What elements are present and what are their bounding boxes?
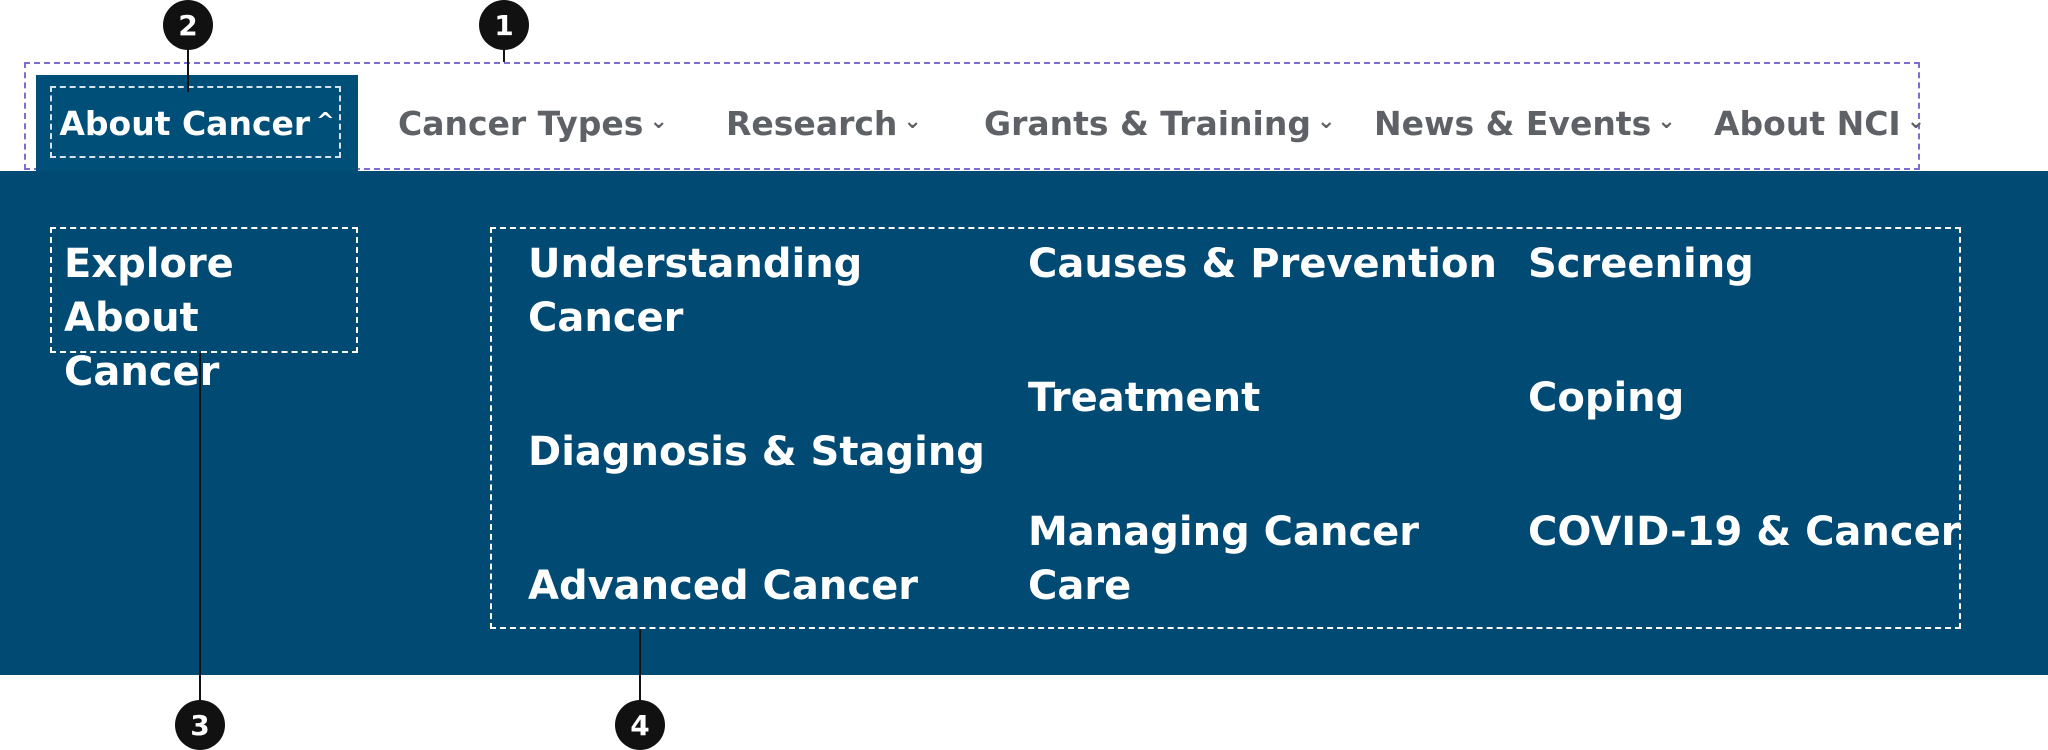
nav-item-label: About Cancer: [59, 103, 311, 143]
callout-2-leader: [187, 42, 189, 92]
callout-2: 2: [163, 0, 213, 50]
menu-link-covid-19-cancer[interactable]: COVID-19 & Cancer: [1528, 505, 1960, 559]
nav-item-label: About NCI: [1714, 103, 1901, 143]
primary-navigation: About Cancer ^ Cancer Types ⌄ Research ⌄…: [0, 0, 2048, 171]
nav-item-cancer-types[interactable]: Cancer Types ⌄: [398, 75, 668, 171]
menu-link-screening[interactable]: Screening: [1528, 237, 1754, 291]
link-line: Coping: [1528, 375, 1685, 421]
menu-link-causes-prevention[interactable]: Causes & Prevention: [1028, 237, 1497, 291]
callout-1: 1: [479, 0, 529, 50]
callout-1-leader: [503, 42, 505, 62]
chevron-down-icon: ⌄: [903, 108, 922, 134]
menu-link-treatment[interactable]: Treatment: [1028, 371, 1260, 425]
explore-line-1: Explore About: [64, 241, 234, 341]
menu-link-diagnosis-staging[interactable]: Diagnosis & Staging: [528, 425, 985, 479]
callout-4: 4: [615, 700, 665, 750]
link-line: Cancer: [528, 295, 684, 341]
link-line: Care: [1028, 563, 1132, 609]
menu-link-managing-cancer-care[interactable]: Managing Cancer Care: [1028, 505, 1419, 613]
nav-item-label: News & Events: [1374, 103, 1652, 143]
chevron-down-icon: ⌄: [1316, 108, 1336, 134]
link-line: Diagnosis & Staging: [528, 429, 985, 475]
menu-link-understanding-cancer[interactable]: Understanding Cancer: [528, 237, 862, 345]
nav-item-research[interactable]: Research ⌄: [726, 75, 922, 171]
chevron-down-icon: ⌄: [1906, 108, 1926, 134]
link-line: Causes & Prevention: [1028, 241, 1497, 287]
nav-item-grants-training[interactable]: Grants & Training ⌄: [984, 75, 1335, 171]
explore-line-2: Cancer: [64, 349, 220, 395]
mega-menu-links: Understanding Cancer Causes & Prevention…: [490, 227, 1961, 629]
callout-3-leader: [199, 353, 201, 707]
link-line: Screening: [1528, 241, 1754, 287]
link-line: COVID-19 & Cancer: [1528, 509, 1961, 555]
nav-item-label: Cancer Types: [398, 103, 644, 143]
link-line: Understanding: [528, 241, 863, 287]
link-line: Treatment: [1028, 375, 1261, 421]
menu-link-coping[interactable]: Coping: [1528, 371, 1684, 425]
nav-item-label: Research: [726, 103, 898, 143]
nav-item-about-cancer[interactable]: About Cancer ^: [36, 75, 358, 171]
link-line: Managing Cancer: [1028, 509, 1420, 555]
chevron-down-icon: ⌄: [649, 108, 668, 134]
nav-item-about-nci[interactable]: About NCI ⌄: [1714, 75, 1925, 171]
focus-outline: [50, 86, 341, 158]
nav-item-news-events[interactable]: News & Events ⌄: [1374, 75, 1676, 171]
chevron-up-icon: ^: [316, 108, 335, 134]
chevron-down-icon: ⌄: [1657, 108, 1676, 134]
explore-about-cancer-link[interactable]: Explore About Cancer: [50, 227, 358, 395]
navigation-outline: [24, 62, 1920, 170]
callout-3: 3: [175, 700, 225, 750]
mega-menu-panel: Explore About Cancer Understanding Cance…: [0, 171, 2048, 675]
nav-item-label: Grants & Training: [984, 103, 1311, 143]
callout-4-leader: [639, 629, 641, 707]
menu-link-advanced-cancer[interactable]: Advanced Cancer: [528, 559, 918, 613]
link-line: Advanced Cancer: [528, 563, 918, 609]
